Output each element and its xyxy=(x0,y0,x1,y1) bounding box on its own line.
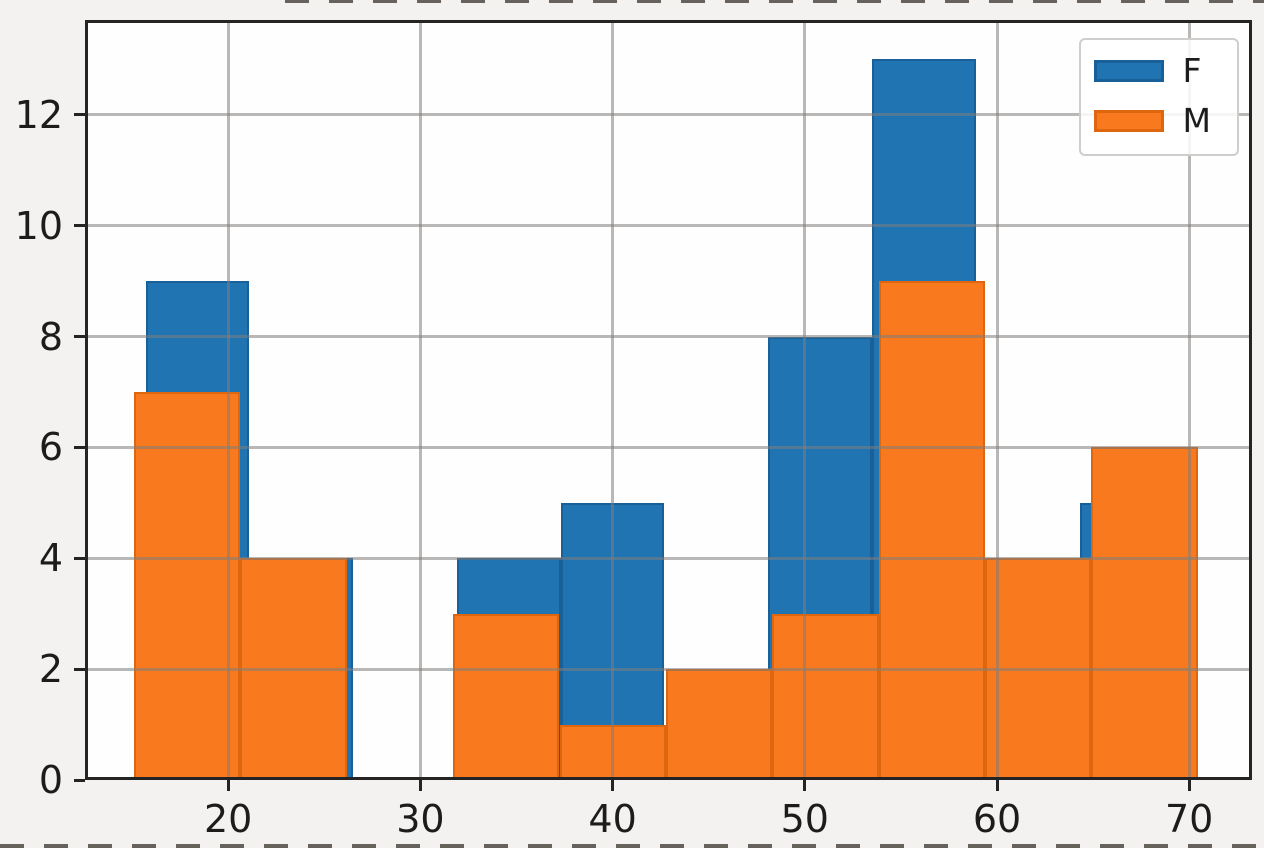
x-tick-70 xyxy=(1187,780,1191,791)
x-tick-30 xyxy=(418,780,422,791)
x-tick-label-60: 60 xyxy=(972,797,1022,841)
x-tick-40 xyxy=(611,780,615,791)
legend-label-f: F xyxy=(1182,51,1202,90)
gridline-x-60 xyxy=(995,20,999,780)
legend-label-m: M xyxy=(1182,101,1211,140)
legend-entry-m: M xyxy=(1093,101,1211,140)
y-tick-label-4: 4 xyxy=(38,536,63,581)
y-tick-6 xyxy=(74,445,85,449)
bar-m-bin1 xyxy=(134,392,241,780)
y-tick-8 xyxy=(74,335,85,338)
y-tick-4 xyxy=(74,556,85,560)
y-tick-label-6: 6 xyxy=(38,425,63,470)
x-tick-50 xyxy=(803,780,807,791)
x-tick-label-40: 40 xyxy=(588,797,637,841)
plot-area: F M xyxy=(85,20,1252,780)
bottom-edge-artifact xyxy=(0,844,1264,848)
x-tick-label-50: 50 xyxy=(780,797,829,841)
x-tick-20 xyxy=(226,780,230,791)
bar-m-bin7 xyxy=(772,613,879,780)
bar-m-bin4 xyxy=(453,613,560,780)
series-m-bars xyxy=(85,20,1252,780)
gridline-y-6 xyxy=(85,445,1252,449)
gridline-x-40 xyxy=(611,20,615,780)
bar-m-bin10 xyxy=(1091,447,1198,780)
legend-swatch-m xyxy=(1093,110,1164,132)
x-tick-label-30: 30 xyxy=(396,797,445,841)
legend-entry-f: F xyxy=(1093,51,1211,90)
y-tick-label-8: 8 xyxy=(38,314,63,359)
x-tick-label-70: 70 xyxy=(1165,797,1214,841)
gridline-y-8 xyxy=(85,335,1252,338)
y-tick-12 xyxy=(74,113,85,117)
gridline-x-70 xyxy=(1187,20,1191,780)
bar-m-bin8 xyxy=(878,281,986,780)
gridline-y-10 xyxy=(85,224,1252,228)
y-tick-label-12: 12 xyxy=(14,92,63,137)
legend: F M xyxy=(1078,38,1239,156)
y-tick-0 xyxy=(74,778,85,782)
gridline-x-20 xyxy=(226,20,230,780)
y-tick-label-2: 2 xyxy=(38,647,63,692)
x-tick-60 xyxy=(995,780,999,791)
y-tick-label-10: 10 xyxy=(14,203,63,248)
gridlines xyxy=(85,20,1252,780)
y-tick-label-0: 0 xyxy=(38,758,63,802)
gridline-y-12 xyxy=(85,113,1252,117)
x-tick-label-20: 20 xyxy=(204,797,253,841)
y-tick-2 xyxy=(74,667,85,671)
gridline-x-50 xyxy=(803,20,807,780)
legend-swatch-f xyxy=(1093,60,1164,82)
y-tick-10 xyxy=(74,224,85,228)
gridline-y-2 xyxy=(85,667,1252,671)
top-edge-artifact xyxy=(285,0,1264,3)
gridline-y-4 xyxy=(85,556,1252,560)
gridline-x-30 xyxy=(418,20,422,780)
bar-m-bin6 xyxy=(665,669,773,780)
